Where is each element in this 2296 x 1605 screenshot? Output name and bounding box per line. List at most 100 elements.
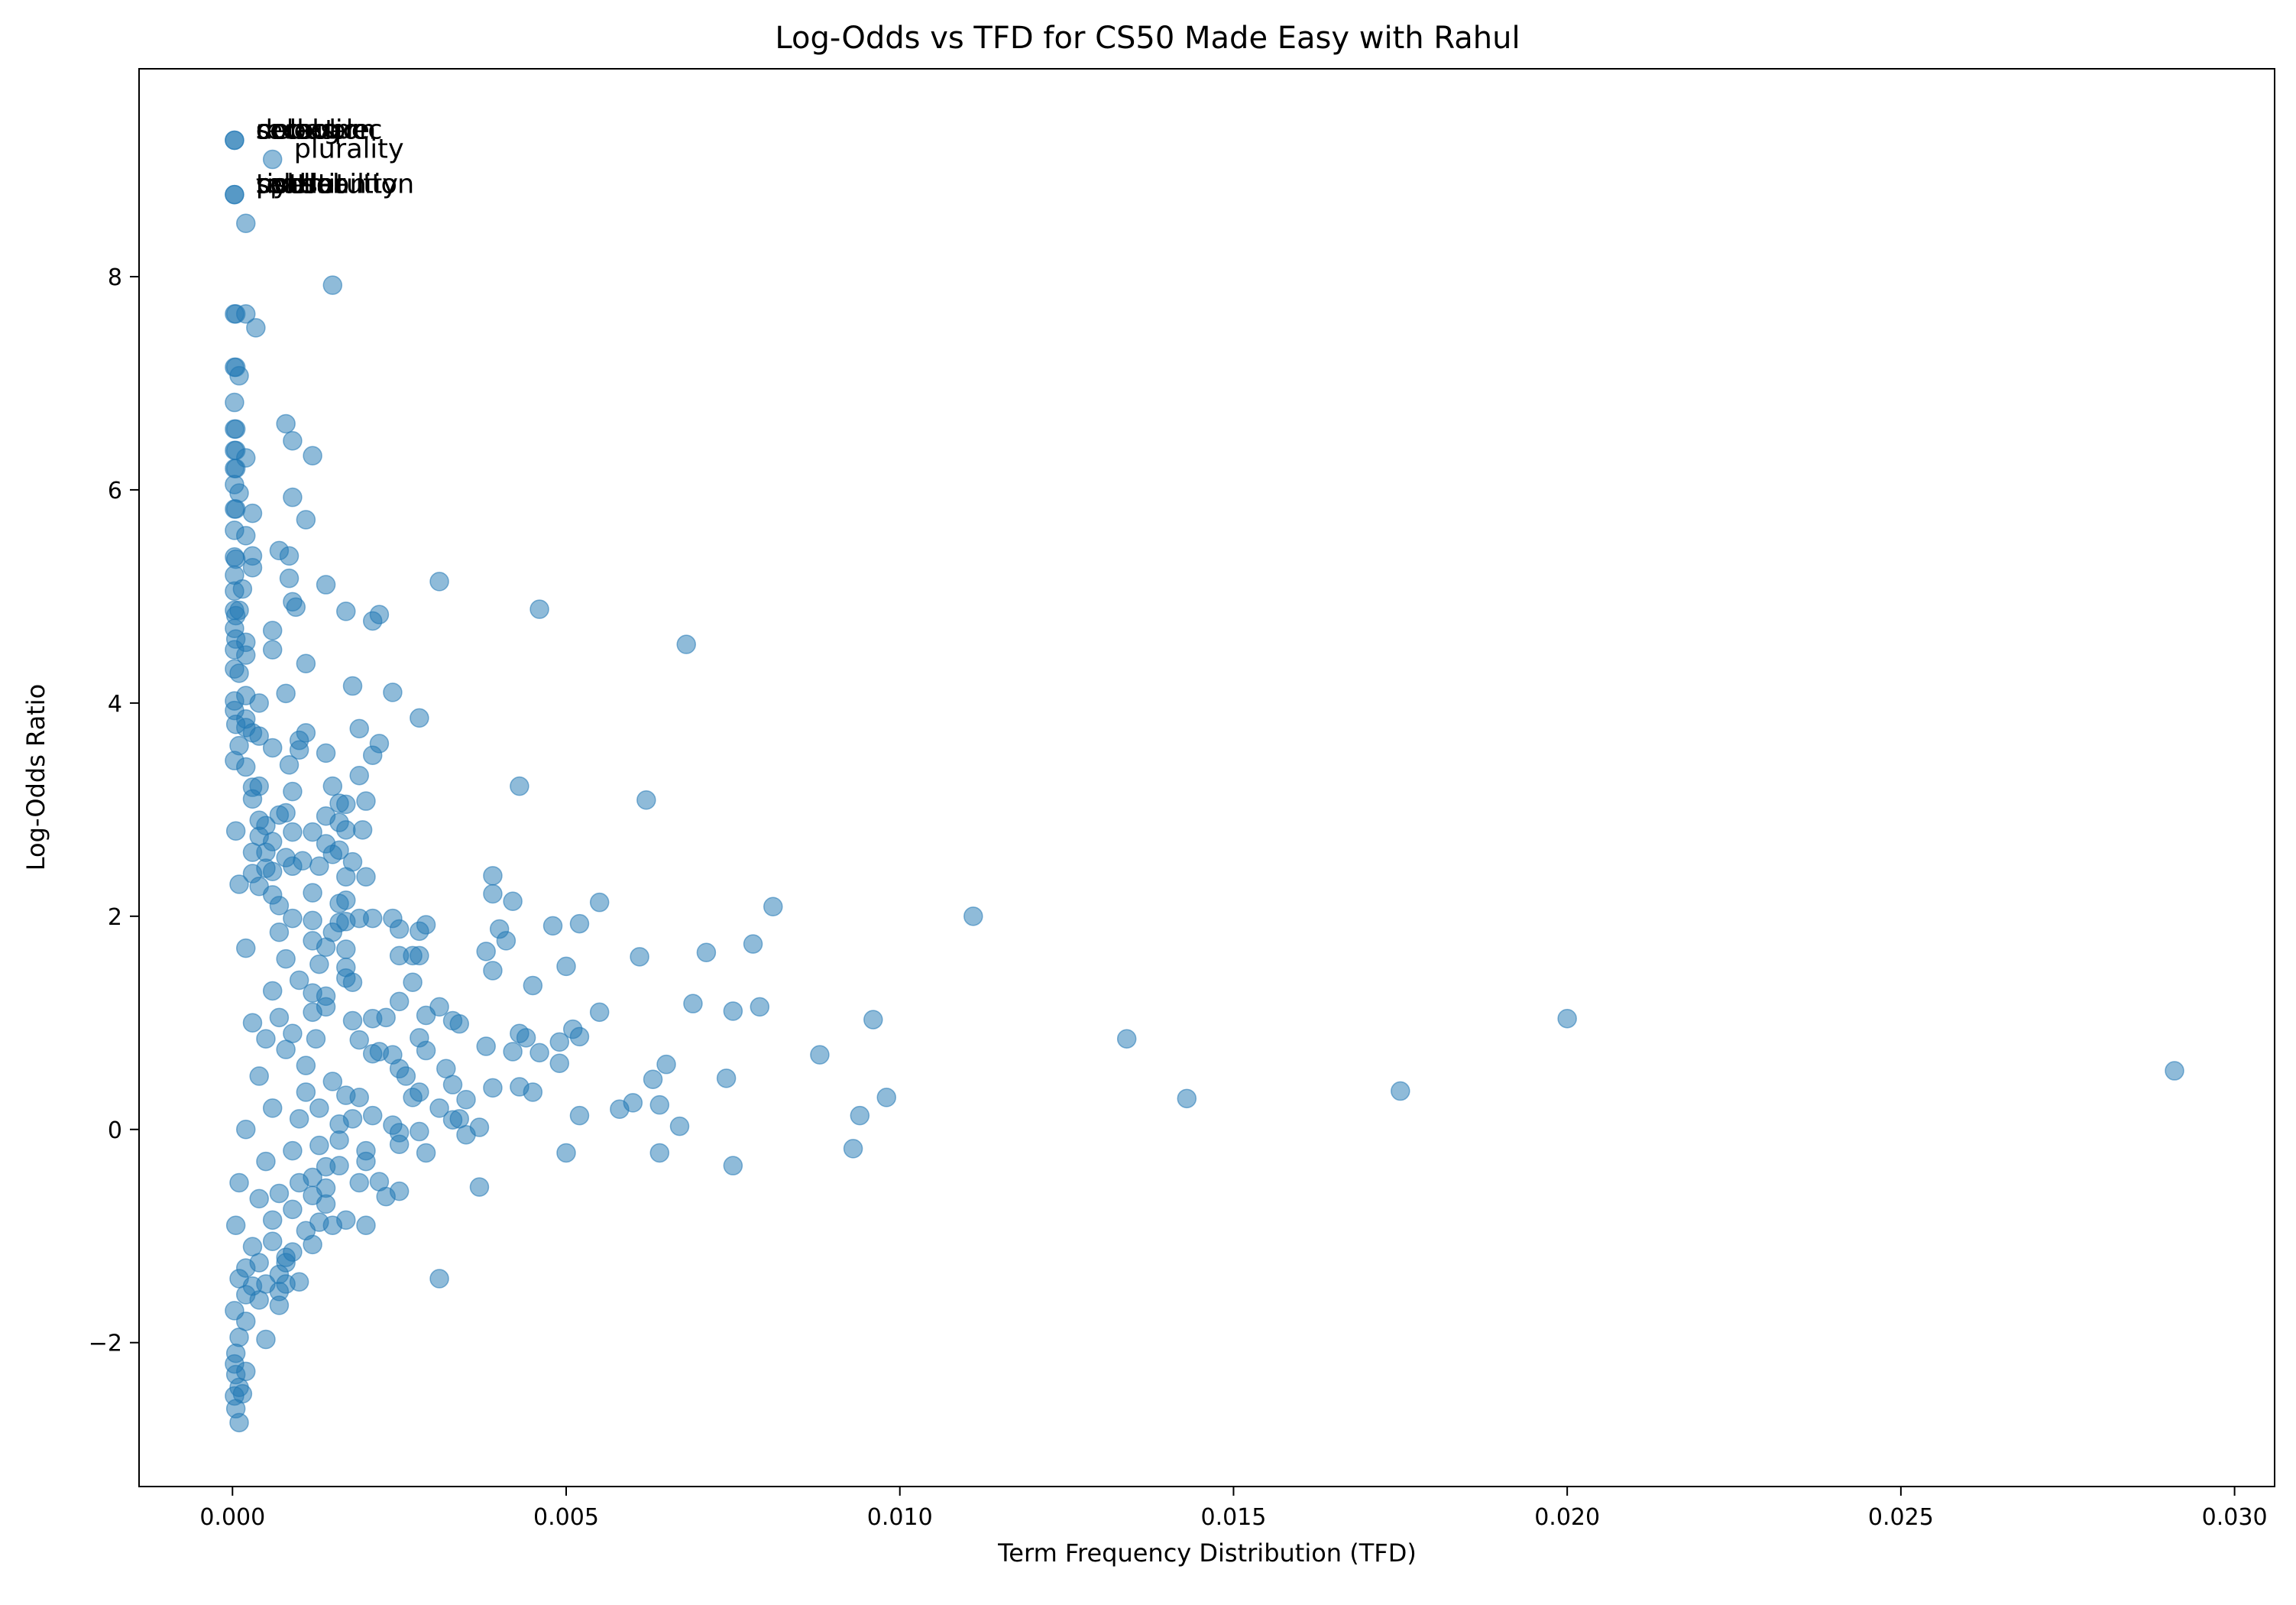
data-point xyxy=(876,1088,896,1107)
data-point xyxy=(549,1053,570,1074)
data-point xyxy=(643,1069,663,1089)
data-point xyxy=(276,413,296,434)
data-point xyxy=(349,1029,369,1050)
data-point xyxy=(523,1082,543,1102)
point-annotation: scrabble xyxy=(256,115,370,145)
data-point xyxy=(236,526,256,546)
data-point xyxy=(322,845,343,864)
x-axis-label: Term Frequency Distribution (TFD) xyxy=(997,1539,1417,1568)
data-point xyxy=(850,1105,870,1126)
data-point xyxy=(723,1156,743,1175)
data-point xyxy=(410,945,429,966)
data-point xyxy=(556,956,576,977)
data-point xyxy=(242,557,263,578)
data-point xyxy=(336,820,356,840)
data-point xyxy=(389,919,410,939)
data-point xyxy=(1557,1008,1577,1029)
y-tick-label: −2 xyxy=(89,1331,122,1357)
data-point xyxy=(279,546,300,566)
data-point xyxy=(256,1329,276,1350)
data-point xyxy=(469,1177,490,1197)
data-point xyxy=(322,1072,343,1091)
data-point xyxy=(442,1075,463,1094)
data-point xyxy=(389,991,410,1012)
point-annotation: selection xyxy=(256,115,376,145)
data-point xyxy=(229,735,249,756)
point-annotation: python xyxy=(256,170,349,200)
data-point xyxy=(236,304,256,324)
data-point xyxy=(1177,1088,1197,1109)
data-point xyxy=(309,954,329,974)
data-point xyxy=(316,997,336,1017)
y-axis-label: Log-Odds Ratio xyxy=(21,684,50,871)
data-point xyxy=(396,1066,416,1086)
data-point xyxy=(225,392,244,413)
data-point xyxy=(262,981,283,1001)
x-tick-label: 0.015 xyxy=(1200,1504,1266,1531)
data-point xyxy=(225,1301,244,1321)
data-point xyxy=(225,184,244,205)
data-point xyxy=(316,1194,336,1214)
points-layer xyxy=(225,130,2184,1433)
data-point xyxy=(309,1098,329,1118)
data-point xyxy=(262,1098,283,1118)
data-point xyxy=(523,975,543,996)
data-point xyxy=(309,856,329,877)
data-point xyxy=(362,611,383,631)
data-point xyxy=(249,693,269,713)
data-point xyxy=(636,790,656,810)
data-point xyxy=(403,972,423,993)
data-point xyxy=(743,934,763,954)
data-point xyxy=(1391,1081,1410,1101)
data-point xyxy=(283,822,303,842)
data-point xyxy=(225,419,246,439)
data-point xyxy=(483,1078,503,1098)
data-point xyxy=(429,1269,449,1289)
data-point xyxy=(342,972,363,993)
data-point xyxy=(1116,1029,1137,1049)
data-point xyxy=(649,1094,670,1115)
data-point xyxy=(262,621,283,640)
data-point xyxy=(529,1042,549,1063)
data-point xyxy=(269,1295,290,1315)
data-point xyxy=(469,1117,490,1137)
data-point xyxy=(283,1199,303,1220)
data-point xyxy=(356,867,376,887)
data-point xyxy=(322,922,343,942)
chart-title: Log-Odds vs TFD for CS50 Made Easy with … xyxy=(775,21,1520,56)
data-point xyxy=(683,994,703,1013)
data-point xyxy=(676,634,696,654)
data-point xyxy=(362,745,383,765)
data-point xyxy=(322,1215,343,1236)
data-point xyxy=(242,1013,263,1033)
point-annotation: speller xyxy=(256,170,346,200)
data-point xyxy=(429,572,449,592)
data-point xyxy=(336,939,356,959)
data-point xyxy=(262,1210,283,1230)
data-point xyxy=(229,874,249,894)
data-point xyxy=(296,653,316,674)
data-point xyxy=(256,858,276,878)
data-point xyxy=(362,1105,383,1126)
data-point xyxy=(229,1172,249,1193)
data-point xyxy=(356,1215,376,1236)
data-point xyxy=(276,802,296,823)
data-point xyxy=(229,365,249,386)
data-point xyxy=(569,1105,590,1126)
data-point xyxy=(863,1010,883,1029)
data-point xyxy=(269,1183,290,1204)
point-annotation: recover xyxy=(256,115,358,145)
data-point xyxy=(283,431,303,451)
point-annotation: substitution xyxy=(256,170,414,200)
data-point xyxy=(242,842,263,862)
data-point xyxy=(669,1116,690,1136)
data-point xyxy=(483,866,503,886)
data-point xyxy=(342,676,363,696)
data-point xyxy=(303,910,322,931)
data-point xyxy=(229,1412,249,1433)
data-point xyxy=(496,931,517,951)
data-point xyxy=(349,1172,369,1193)
data-point xyxy=(309,1135,329,1156)
data-point xyxy=(416,1143,436,1163)
